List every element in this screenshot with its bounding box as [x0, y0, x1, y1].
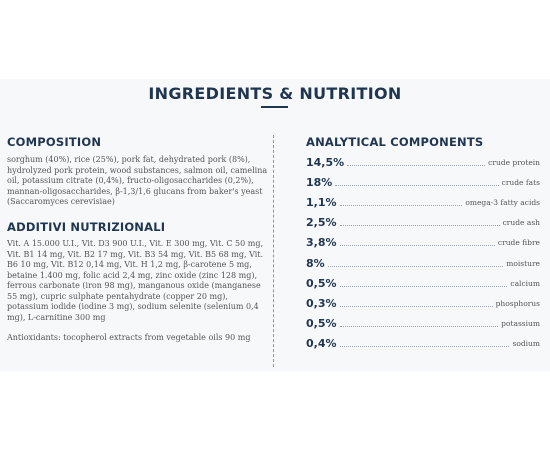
dotted-leader — [335, 184, 499, 186]
component-value: 0,3% — [306, 296, 337, 310]
dotted-leader — [339, 225, 500, 227]
antioxidants-text: Antioxidants: tocopherol extracts from v… — [7, 333, 251, 342]
component-value: 18% — [306, 175, 333, 189]
component-label: potassium — [501, 319, 540, 329]
analytical-heading: ANALYTICAL COMPONENTS — [306, 135, 484, 149]
title-underline — [261, 106, 288, 108]
ingredients-panel — [0, 79, 550, 371]
dotted-leader — [347, 164, 486, 166]
list-item: 18% crude fats — [306, 172, 540, 192]
component-value: 1,1% — [306, 195, 337, 209]
dotted-leader — [339, 346, 510, 348]
component-label: sodium — [512, 339, 540, 349]
component-value: 3,8% — [306, 236, 337, 250]
component-label: crude fibre — [497, 238, 540, 248]
component-label: crude protein — [488, 157, 540, 167]
component-value: 14,5% — [306, 155, 345, 169]
list-item: 14,5% crude protein — [306, 152, 540, 172]
list-item: 0,3% phosphorus — [306, 293, 540, 313]
composition-text: sorghum (40%), rice (25%), pork fat, deh… — [7, 155, 268, 206]
list-item: 8% moisture — [306, 253, 540, 273]
list-item: 0,4% sodium — [306, 334, 540, 354]
dotted-leader — [339, 204, 463, 206]
dotted-leader — [339, 245, 495, 247]
list-item: 0,5% calcium — [306, 273, 540, 293]
component-value: 8% — [306, 256, 325, 270]
component-label: crude fats — [501, 177, 540, 187]
component-label: omega-3 fatty acids — [465, 197, 540, 207]
component-value: 2,5% — [306, 216, 337, 230]
column-divider — [273, 135, 274, 367]
additives-text: Vit. A 15.000 U.I., Vit. D3 900 U.I., Vi… — [7, 239, 264, 322]
component-value: 0,5% — [306, 317, 337, 331]
component-label: moisture — [506, 258, 540, 268]
component-label: phosphorus — [495, 298, 540, 308]
dotted-leader — [339, 305, 493, 307]
page-title: INGREDIENTS & NUTRITION — [148, 84, 402, 103]
analytical-list: 14,5% crude protein 18% crude fats 1,1% … — [306, 152, 540, 354]
list-item: 2,5% crude ash — [306, 213, 540, 233]
composition-heading: COMPOSITION — [7, 135, 102, 149]
component-label: calcium — [510, 278, 540, 288]
list-item: 0,5% potassium — [306, 314, 540, 334]
list-item: 3,8% crude fibre — [306, 233, 540, 253]
list-item: 1,1% omega-3 fatty acids — [306, 192, 540, 212]
component-label: crude ash — [502, 218, 540, 228]
component-value: 0,4% — [306, 337, 337, 351]
dotted-leader — [339, 326, 499, 328]
dotted-leader — [327, 265, 504, 267]
additives-heading: ADDITIVI NUTRIZIONALI — [7, 220, 166, 234]
dotted-leader — [339, 285, 508, 287]
component-value: 0,5% — [306, 276, 337, 290]
